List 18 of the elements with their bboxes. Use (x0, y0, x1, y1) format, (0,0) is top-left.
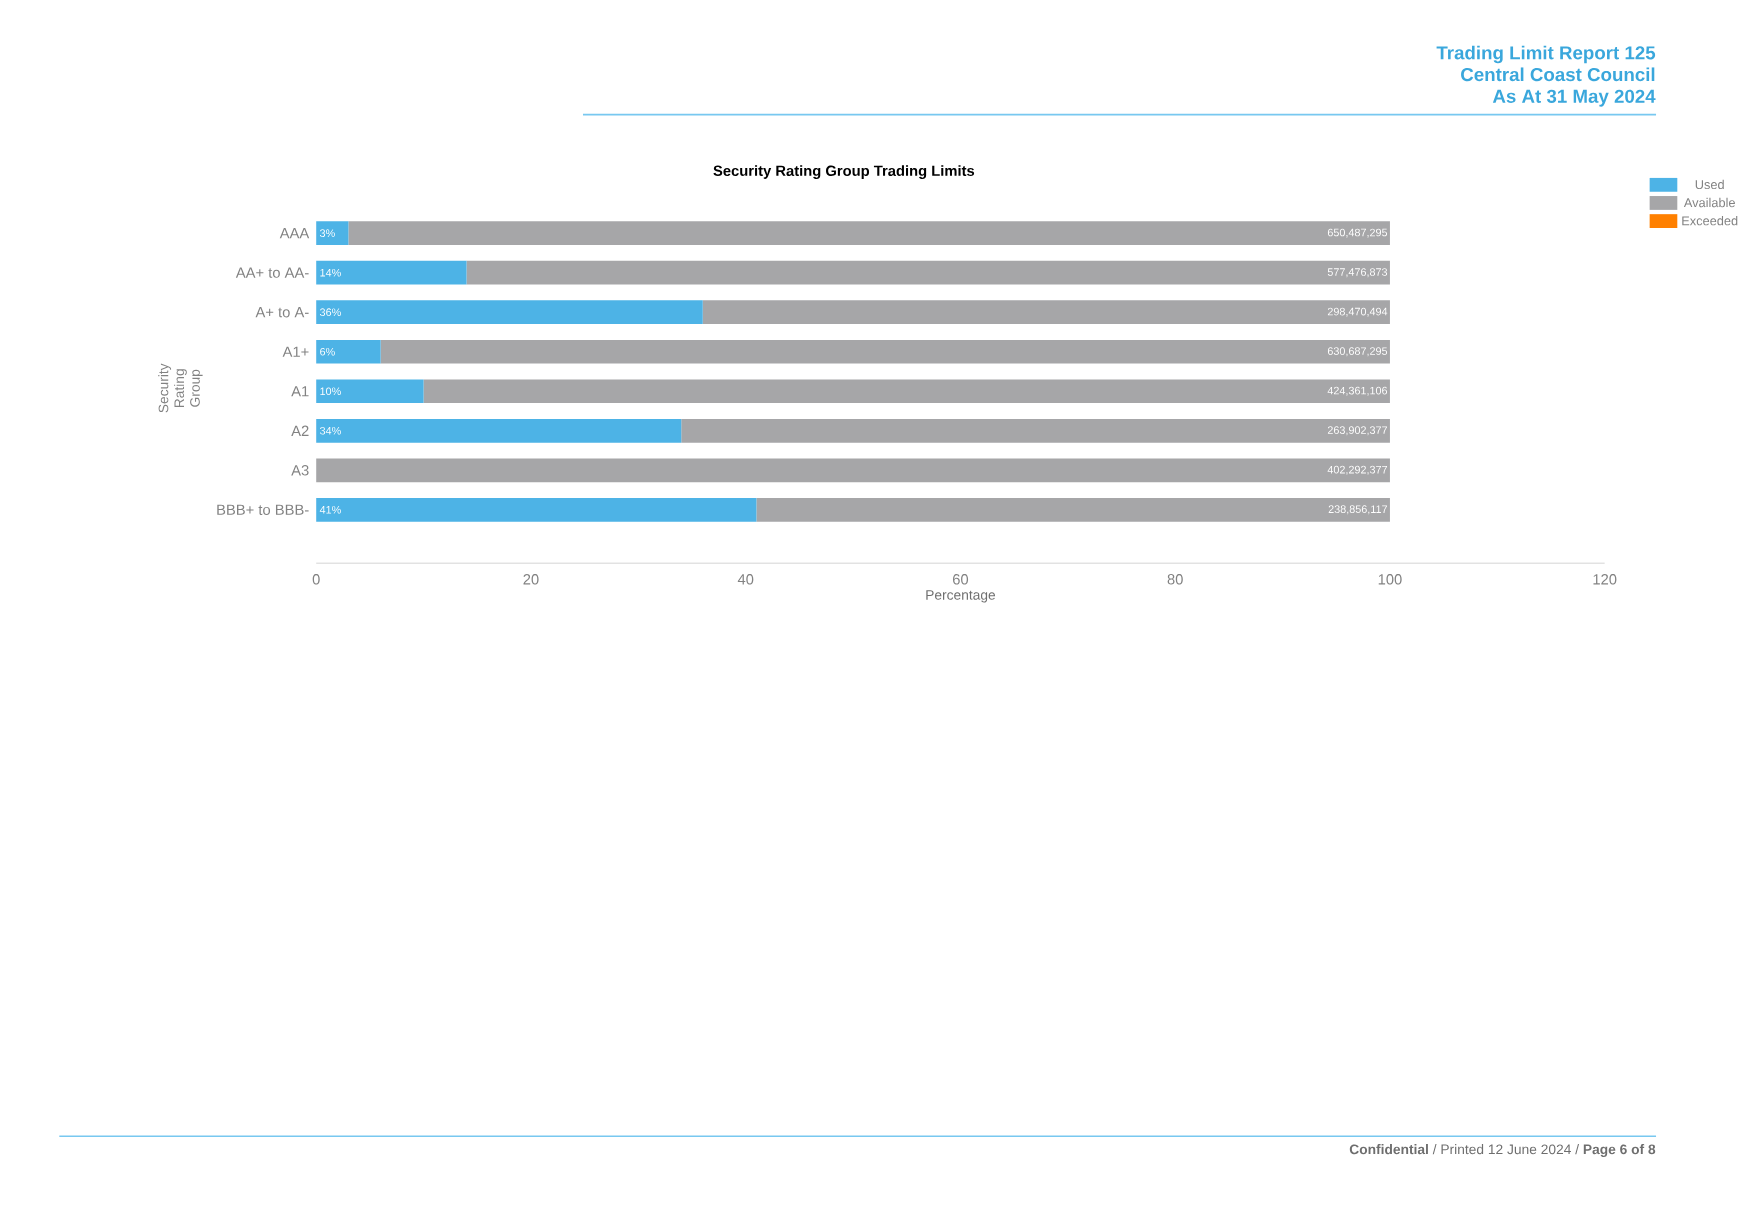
text: As At 31 May 2024 (1492, 90, 1656, 107)
bar (466, 261, 1390, 285)
bar (316, 221, 349, 246)
bar (423, 379, 1390, 404)
bar (316, 498, 757, 523)
bar (316, 419, 682, 444)
text: Central Coast Council (1461, 67, 1655, 82)
bar (316, 458, 1390, 483)
bar (756, 498, 1390, 523)
text: Trading Limit Report 125 (1436, 46, 1656, 64)
bar (316, 300, 703, 325)
bar (316, 340, 381, 364)
bar (316, 379, 424, 404)
bar (316, 261, 467, 285)
bar (348, 221, 1390, 246)
bar (681, 419, 1390, 444)
bar (380, 340, 1390, 364)
bar (702, 300, 1390, 325)
